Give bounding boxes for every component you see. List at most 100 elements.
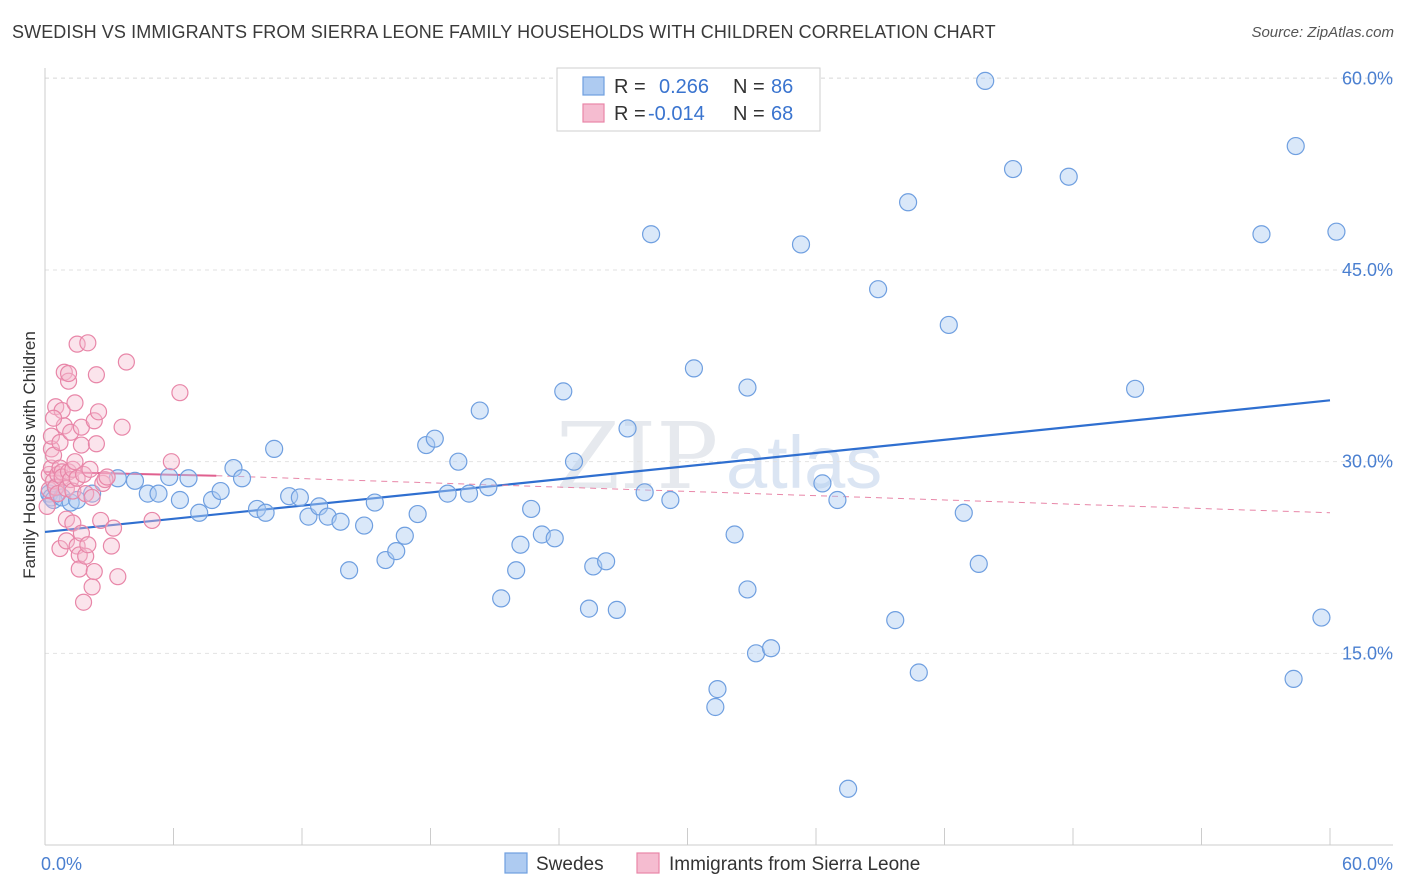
sierra-leone-point bbox=[72, 436, 91, 454]
sierra-leone-point bbox=[79, 334, 97, 352]
swedes-point bbox=[635, 483, 654, 502]
axes bbox=[44, 68, 1393, 846]
swedes-point bbox=[909, 663, 928, 682]
swedes-point bbox=[492, 589, 511, 608]
swedes-point bbox=[886, 611, 905, 630]
swedes-point bbox=[522, 499, 541, 519]
swedes-point bbox=[564, 452, 584, 471]
y-tick-label: 15.0% bbox=[1342, 643, 1393, 663]
sierra-leone-point bbox=[109, 568, 127, 586]
sierra-leone-point bbox=[92, 511, 110, 530]
swedes-point bbox=[125, 471, 145, 490]
sierra-leone-point bbox=[96, 470, 114, 489]
swedes-point bbox=[1126, 379, 1145, 398]
swedes-point bbox=[395, 526, 414, 545]
swedes-point bbox=[554, 382, 573, 401]
swedes-point bbox=[1252, 225, 1271, 244]
swedes-point bbox=[1284, 669, 1303, 688]
swedes-point bbox=[438, 484, 457, 503]
swedes-point bbox=[138, 484, 157, 503]
swedes-point bbox=[1312, 608, 1331, 627]
legend-swatch-swedes bbox=[582, 76, 605, 96]
swedes-point bbox=[684, 359, 704, 378]
x-tick-label-max: 60.0% bbox=[1342, 854, 1393, 874]
source-label: Source: ZipAtlas.com bbox=[1251, 24, 1394, 41]
swedes-point bbox=[954, 503, 973, 522]
bottom-legend-label-sierra-leone: Immigrants from Sierra Leone bbox=[669, 854, 920, 875]
sierra-leone-point bbox=[83, 578, 101, 596]
swedes-point bbox=[247, 499, 267, 519]
sierra-leone-point bbox=[62, 423, 80, 441]
swedes-point bbox=[869, 280, 888, 299]
swedes-point bbox=[408, 504, 427, 524]
swedes-point bbox=[661, 490, 680, 510]
sierra-leone-point bbox=[117, 353, 135, 371]
y-tick-labels: 15.0% 30.0% 45.0% 60.0% bbox=[1342, 68, 1393, 663]
legend-n-value-swedes: 86 bbox=[771, 76, 793, 98]
sierra-leone-point bbox=[87, 435, 106, 453]
swedes-point bbox=[160, 467, 179, 487]
watermark-atlas: atlas bbox=[726, 421, 882, 504]
swedes-point bbox=[365, 493, 384, 512]
swedes-point bbox=[976, 71, 995, 90]
sierra-leone-point bbox=[74, 593, 93, 611]
sierra-leone-point bbox=[162, 453, 180, 471]
chart-title: SWEDISH VS IMMIGRANTS FROM SIERRA LEONE … bbox=[12, 22, 996, 42]
swedes-point bbox=[939, 315, 958, 335]
sierra-leone-point bbox=[83, 488, 101, 507]
sierra-leone-point bbox=[81, 460, 99, 478]
swedes-point bbox=[545, 529, 564, 548]
swedes-point bbox=[1059, 167, 1078, 186]
swedes-point bbox=[511, 535, 530, 554]
swedes-point bbox=[470, 401, 489, 420]
y-tick-label: 60.0% bbox=[1342, 68, 1393, 88]
swedes-point bbox=[149, 484, 168, 503]
sierra-leone-trend-extension bbox=[216, 475, 1331, 514]
swedes-point bbox=[190, 503, 209, 522]
swedes-point bbox=[791, 235, 811, 254]
swedes-point bbox=[839, 779, 858, 798]
swedes-point bbox=[459, 484, 479, 503]
swedes-point bbox=[211, 481, 230, 501]
swedes-point bbox=[898, 193, 918, 212]
swedes-point bbox=[579, 599, 599, 618]
legend-swatch-sierra-leone bbox=[582, 103, 605, 123]
sierra-leone-point bbox=[66, 394, 84, 412]
watermark-zip: ZIP bbox=[556, 403, 718, 510]
bottom-legend-swatch-swedes bbox=[504, 852, 528, 874]
y-axis-title: Family Households with Children bbox=[20, 331, 39, 579]
sierra-leone-point bbox=[102, 537, 120, 555]
y-tick-label: 45.0% bbox=[1342, 260, 1393, 280]
bottom-legend-swatch-sierra-leone bbox=[636, 852, 660, 874]
swedes-trend-line bbox=[44, 399, 1331, 534]
sierra-leone-point bbox=[171, 384, 189, 402]
swedes-point bbox=[1003, 159, 1023, 179]
swedes-point bbox=[256, 503, 275, 522]
swedes-point bbox=[706, 697, 725, 717]
sierra-leone-point bbox=[89, 403, 108, 421]
swedes-point bbox=[738, 580, 757, 599]
swedes-point bbox=[232, 469, 252, 488]
swedes-point bbox=[1286, 136, 1305, 156]
swedes-point bbox=[641, 225, 661, 244]
swedes-point bbox=[68, 490, 87, 510]
legend-r-value-swedes: 0.266 bbox=[659, 76, 709, 98]
swedes-point bbox=[83, 484, 102, 503]
swedes-point bbox=[607, 600, 626, 619]
sierra-leone-point bbox=[51, 433, 69, 452]
swedes-point bbox=[708, 680, 727, 699]
sierra-leone-point bbox=[113, 418, 131, 436]
legend-r-value-sierra-leone: -0.014 bbox=[648, 103, 705, 125]
swedes-point bbox=[425, 429, 444, 448]
sierra-leone-point bbox=[38, 497, 56, 515]
sierra-leone-point bbox=[59, 364, 78, 383]
bottom-legend-label-swedes: Swedes bbox=[536, 854, 604, 875]
swedes-point bbox=[290, 488, 309, 507]
swedes-point bbox=[340, 561, 359, 580]
swedes-points bbox=[40, 71, 1346, 798]
swedes-point bbox=[331, 512, 350, 531]
sierra-leone-point bbox=[87, 366, 106, 384]
swedes-point bbox=[738, 378, 757, 397]
swedes-point bbox=[265, 439, 284, 458]
